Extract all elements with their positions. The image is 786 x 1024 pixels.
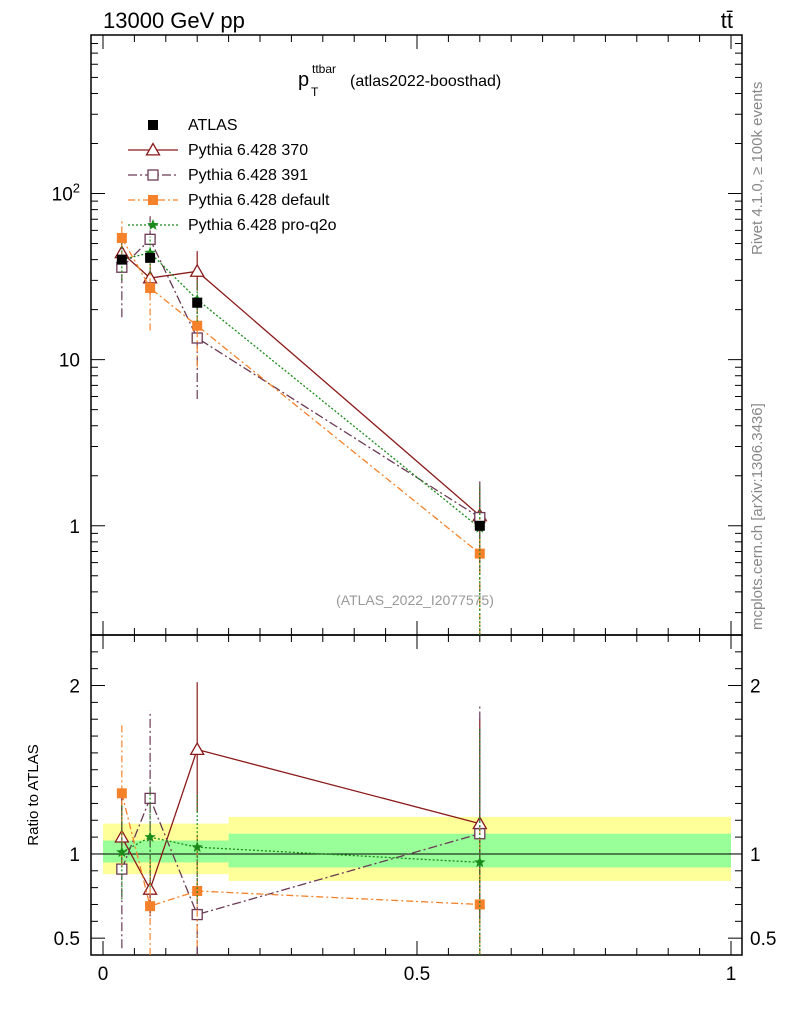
legend-marker-pythia-6-428-default <box>148 195 158 205</box>
legend-marker-pythia-6-428-391 <box>147 169 159 181</box>
ratio-plot-series <box>114 682 488 955</box>
ratio-tick-label-right-0.5: 0.5 <box>750 929 776 950</box>
legend-entry-pythia-pro-q2o: Pythia 6.428 pro-q2o <box>128 217 337 234</box>
legend-entry-pythia-default: Pythia 6.428 default <box>128 192 330 209</box>
legend-marker-pythia-6-428-pro-q2o <box>147 219 159 230</box>
source-label: mcplots.cern.ch [arXiv:1306.3436] <box>749 403 766 630</box>
ratio-tick-label-0.5: 0.5 <box>54 929 80 950</box>
legend-marker-pythia-6-428-370 <box>145 142 161 156</box>
analysis-watermark: (ATLAS_2022_I2077575) <box>336 592 494 608</box>
ratio-point-pythia-6-428-default <box>192 886 203 896</box>
x-tick-label-0: 0 <box>98 964 109 985</box>
ratio-line-pythia-6-428-391 <box>121 796 480 916</box>
point-pythia-6-428-default <box>145 282 156 293</box>
series-pythia-6-428-391 <box>116 216 486 592</box>
energy-label: 13000 GeV pp <box>103 8 245 33</box>
line-pythia-6-428-370 <box>121 252 481 517</box>
x-tick-label-0.5: 0.5 <box>404 964 430 985</box>
ratio-tick-label-2: 2 <box>69 677 80 698</box>
title-subscript: T <box>311 85 319 99</box>
point-atlas <box>116 254 127 265</box>
series-atlas <box>116 252 485 531</box>
line-pythia-6-428-391 <box>121 238 481 519</box>
series-pythia-6-428-default <box>116 218 485 635</box>
axis-ticks <box>91 34 742 956</box>
legend-entry-pythia-370: Pythia 6.428 370 <box>128 142 308 159</box>
ratio-line-pythia-6-428-pro-q2o <box>121 836 480 864</box>
legend: ATLAS Pythia 6.428 370 Pythia 6.428 391 … <box>128 117 337 234</box>
ratio-line-pythia-6-428-370 <box>121 748 480 891</box>
ratio-point-pythia-6-428-default <box>145 901 156 912</box>
ratio-tick-label-right-2: 2 <box>750 677 761 698</box>
ratio-series-pythia-6-428-pro-q2o <box>116 727 486 955</box>
legend-label-pythia-default: Pythia 6.428 default <box>188 192 330 209</box>
line-pythia-6-428-default <box>121 237 481 555</box>
ratio-tick-label-1: 1 <box>69 845 80 866</box>
title-symbol: p <box>298 69 309 91</box>
point-atlas <box>474 520 485 531</box>
title-superscript: ttbar <box>312 62 336 76</box>
ratio-point-pythia-6-428-default <box>474 899 485 910</box>
legend-label-pythia-370: Pythia 6.428 370 <box>188 142 308 159</box>
series-pythia-6-428-pro-q2o <box>116 236 486 635</box>
point-pythia-6-428-default <box>192 320 203 331</box>
ratio-point-pythia-6-428-pro-q2o <box>116 846 128 858</box>
legend-label-pythia-391: Pythia 6.428 391 <box>188 167 308 184</box>
ratio-point-pythia-6-428-default <box>116 788 127 799</box>
process-label: tt̄ <box>721 8 733 33</box>
main-plot-series <box>114 216 488 635</box>
point-pythia-6-428-default <box>116 232 127 243</box>
ratio-line-pythia-6-428-default <box>121 793 480 907</box>
rivet-version-label: Rivet 4.1.0, ≥ 100k events <box>749 82 766 255</box>
y-tick-label-1: 1 <box>69 517 80 538</box>
point-atlas <box>192 297 203 308</box>
plot-title: p ttbar T (atlas2022-boosthad) <box>298 62 501 99</box>
legend-label-atlas: ATLAS <box>188 117 238 134</box>
legend-entry-pythia-391: Pythia 6.428 391 <box>128 167 308 184</box>
x-tick-label-1: 1 <box>726 964 737 985</box>
ratio-point-pythia-6-428-370 <box>189 741 205 756</box>
ratio-tick-label-right-1: 1 <box>750 845 761 866</box>
point-atlas <box>145 252 156 263</box>
title-tail: (atlas2022-boosthad) <box>350 73 501 90</box>
ratio-plot-frame <box>90 634 743 956</box>
legend-label-pythia-pro-q2o: Pythia 6.428 pro-q2o <box>188 217 337 234</box>
legend-marker-atlas <box>148 120 158 130</box>
legend-entry-atlas: ATLAS <box>148 117 238 134</box>
y-tick-label-10: 10 <box>59 351 80 372</box>
ratio-point-pythia-6-428-pro-q2o <box>144 831 156 842</box>
ratio-point-pythia-6-428-pro-q2o <box>474 856 486 868</box>
point-pythia-6-428-391 <box>144 233 156 245</box>
line-pythia-6-428-pro-q2o <box>121 252 481 529</box>
point-pythia-6-428-370 <box>189 263 205 277</box>
y-tick-label-100: 102 <box>52 181 80 206</box>
ratio-point-pythia-6-428-pro-q2o <box>191 841 203 853</box>
ratio-axis-label: Ratio to ATLAS <box>25 744 42 845</box>
point-pythia-6-428-pro-q2o <box>144 246 156 258</box>
series-pythia-6-428-370 <box>114 239 488 563</box>
